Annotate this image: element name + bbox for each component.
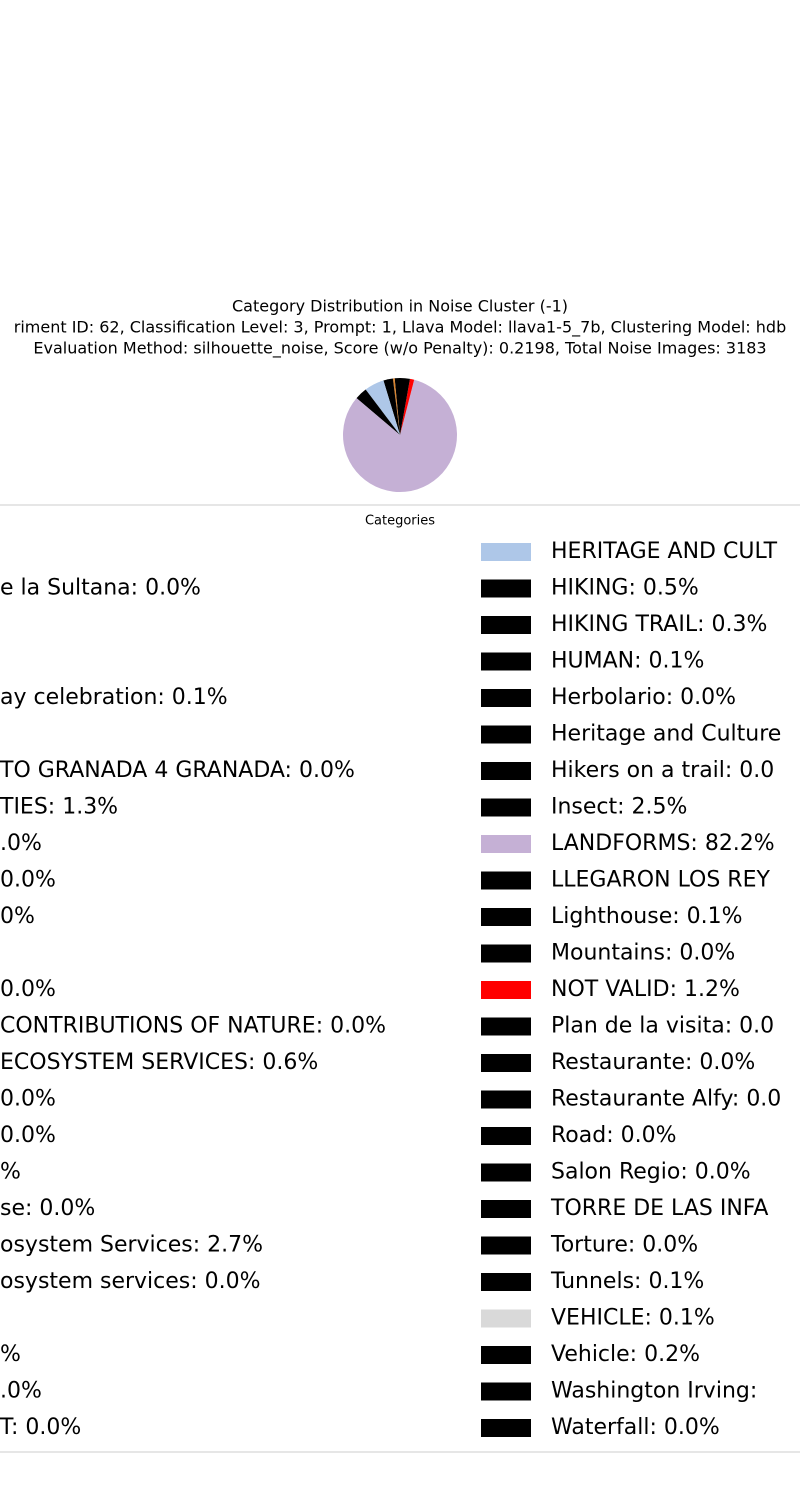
legend-label: 0% xyxy=(0,904,35,929)
legend-swatch xyxy=(481,1090,531,1109)
legend-label: HUMAN: 0.1% xyxy=(551,649,704,674)
legend-label: 0.0% xyxy=(0,1087,56,1112)
legend-swatch xyxy=(481,725,531,744)
pie-slice xyxy=(365,380,400,435)
pie-slice xyxy=(400,378,415,435)
legend-label: osystem Services: 2.7% xyxy=(0,1233,263,1258)
legend-swatch xyxy=(481,1054,531,1072)
pie-slice xyxy=(343,379,457,492)
legend-label: Restaurante Alfy: 0.0 xyxy=(551,1087,781,1112)
legend-label: Plan de la visita: 0.0 xyxy=(551,1014,774,1039)
chart-title: Category Distribution in Noise Cluster (… xyxy=(232,297,568,316)
legend-label: Herbolario: 0.0% xyxy=(551,685,736,710)
legend-swatch xyxy=(481,543,531,561)
legend-swatch xyxy=(481,1419,531,1437)
legend-swatch xyxy=(481,835,531,853)
legend-label: HERITAGE AND CULT xyxy=(551,539,778,564)
legend-label: Mountains: 0.0% xyxy=(551,941,735,966)
legend-label: NOT VALID: 1.2% xyxy=(551,977,740,1002)
legend-swatch xyxy=(481,1017,531,1036)
legend-label: CONTRIBUTIONS OF NATURE: 0.0% xyxy=(0,1014,386,1039)
legend-swatch xyxy=(481,579,531,598)
legend-swatch xyxy=(481,908,531,926)
legend-label: % xyxy=(0,1160,21,1185)
legend-swatch xyxy=(481,1200,531,1218)
legend-label: TO GRANADA 4 GRANADA: 0.0% xyxy=(0,758,355,783)
legend-label: Salon Regio: 0.0% xyxy=(551,1160,751,1185)
legend-label: % xyxy=(0,1342,21,1367)
legend-label: Hikers on a trail: 0.0 xyxy=(551,758,774,783)
legend-label: Insect: 2.5% xyxy=(551,795,687,820)
legend-label: 0.0% xyxy=(0,977,56,1002)
legend-label: HIKING TRAIL: 0.3% xyxy=(551,612,767,637)
legend-swatch xyxy=(481,1236,531,1255)
pie-slice xyxy=(400,378,410,435)
legend-label: Torture: 0.0% xyxy=(550,1233,698,1258)
legend-swatch xyxy=(481,1127,531,1145)
legend-swatch xyxy=(481,981,531,999)
legend-label: T: 0.0% xyxy=(0,1415,81,1440)
legend-swatch xyxy=(481,1346,531,1364)
chart-subtitle: riment ID: 62, Classification Level: 3, … xyxy=(14,318,786,338)
legend-label: Heritage and Culture xyxy=(551,722,781,747)
legend-swatch xyxy=(481,1382,531,1401)
legend-label: Waterfall: 0.0% xyxy=(551,1415,720,1440)
legend-label: 0.0% xyxy=(0,868,56,893)
legend-swatch xyxy=(481,871,531,890)
legend-swatch xyxy=(481,1163,531,1182)
legend-swatch xyxy=(481,798,531,817)
legend-label: Restaurante: 0.0% xyxy=(551,1050,755,1075)
legend-swatch xyxy=(481,944,531,963)
legend-label: TIES: 1.3% xyxy=(0,795,118,820)
legend-label: Washington Irving: xyxy=(551,1379,757,1404)
pie-slice xyxy=(383,378,400,435)
legend-label: VEHICLE: 0.1% xyxy=(551,1306,715,1331)
legend-label: ay celebration: 0.1% xyxy=(0,685,228,710)
legend-label: Vehicle: 0.2% xyxy=(551,1342,700,1367)
legend-label: TORRE DE LAS INFA xyxy=(550,1196,768,1221)
legend-label: 0.0% xyxy=(0,1123,56,1148)
legend-swatch xyxy=(481,689,531,707)
legend-swatch xyxy=(481,616,531,634)
legend-title: Categories xyxy=(365,514,435,529)
legend-label: LANDFORMS: 82.2% xyxy=(551,831,775,856)
legend-label: osystem services: 0.0% xyxy=(0,1269,261,1294)
legend-swatch xyxy=(481,652,531,671)
legend-label: se: 0.0% xyxy=(0,1196,95,1221)
pie-slice xyxy=(392,378,400,435)
legend-swatch xyxy=(481,1273,531,1291)
legend-label: Tunnels: 0.1% xyxy=(550,1269,704,1294)
legend-label: Road: 0.0% xyxy=(551,1123,677,1148)
pie-slice xyxy=(356,389,400,435)
legend-label: Lighthouse: 0.1% xyxy=(551,904,743,929)
legend-label: e la Sultana: 0.0% xyxy=(0,576,201,601)
legend-label: .0% xyxy=(0,1379,42,1404)
legend-label: ECOSYSTEM SERVICES: 0.6% xyxy=(0,1050,318,1075)
legend-swatch xyxy=(481,1309,531,1328)
pie-slice xyxy=(394,378,400,435)
legend-label: .0% xyxy=(0,831,42,856)
legend-label: LLEGARON LOS REY xyxy=(551,868,770,893)
legend-label: HIKING: 0.5% xyxy=(551,576,699,601)
legend-swatch xyxy=(481,762,531,780)
chart-subtitle: Evaluation Method: silhouette_noise, Sco… xyxy=(33,339,766,359)
